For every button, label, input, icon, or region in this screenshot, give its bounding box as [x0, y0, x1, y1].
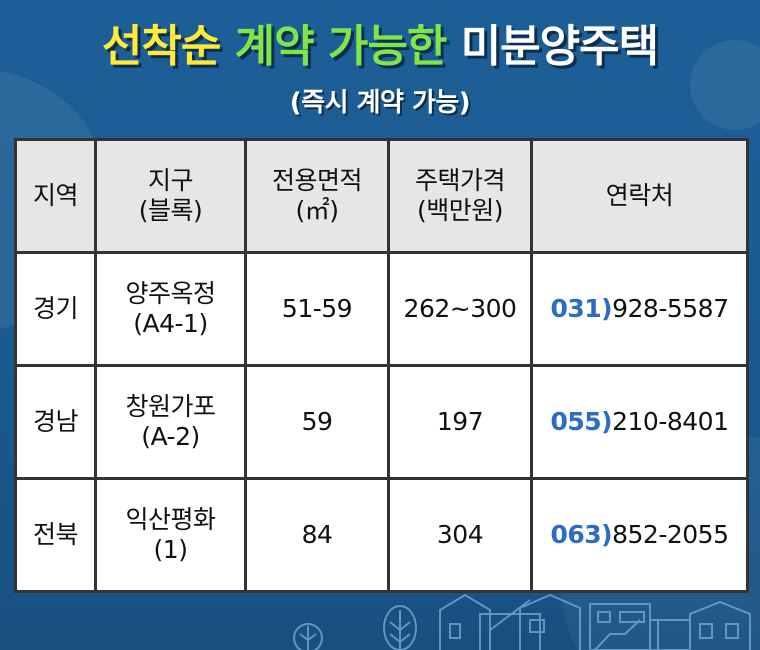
cell-contact: 031)928-5587 [530, 251, 749, 367]
table-row: 전북 익산평화 (1) 84 304 063)852-2055 [14, 477, 749, 593]
houses-illustration [293, 593, 751, 650]
tree-icon [383, 605, 417, 650]
cell-contact: 063)852-2055 [530, 477, 749, 593]
cell-region: 전북 [14, 477, 97, 593]
page-subtitle: (즉시 계약 가능) [289, 88, 471, 118]
title-part-contract-available: 계약 가능한 [234, 21, 448, 72]
cell-area: 51-59 [244, 251, 390, 367]
building-icon [589, 600, 751, 650]
tree-icon [293, 623, 323, 650]
page-title: 선착순 계약 가능한 미분양주택 [0, 18, 760, 76]
header-contact: 연락처 [530, 138, 749, 254]
cell-district: 창원가포 (A-2) [94, 364, 247, 480]
header-region: 지역 [14, 138, 97, 254]
cell-price: 197 [387, 364, 533, 480]
unsold-housing-table: 지역 지구 (블록) 전용면적 (㎡) 주택가격 (백만원) 연락처 경기 양주옥정(… [14, 138, 749, 593]
cell-area: 59 [244, 364, 390, 480]
background-circle-top-right [690, 40, 760, 130]
cell-price: 304 [387, 477, 533, 593]
table-header-row: 지역 지구 (블록) 전용면적 (㎡) 주택가격 (백만원) 연락처 [14, 138, 749, 254]
header-area: 전용면적 (㎡) [244, 138, 390, 254]
header: 선착순 계약 가능한 미분양주택 (즉시 계약 가능) [0, 18, 760, 119]
title-part-first-come: 선착순 [101, 21, 221, 72]
cell-district: 양주옥정 (A4-1) [94, 251, 247, 367]
cell-district: 익산평화 (1) [94, 477, 247, 593]
title-part-unsold-housing: 미분양주택 [460, 21, 659, 72]
header-district: 지구 (블록) [94, 138, 247, 254]
cell-area: 84 [244, 477, 390, 593]
cell-region: 경남 [14, 364, 97, 480]
house-icon [439, 593, 581, 650]
table-row: 경남 창원가포 (A-2) 59 197 055)210-8401 [14, 364, 749, 480]
cell-price: 262~300 [387, 251, 533, 367]
cell-contact: 055)210-8401 [530, 364, 749, 480]
cell-region: 경기 [14, 251, 97, 367]
header-price: 주택가격 (백만원) [387, 138, 533, 254]
table-row: 경기 양주옥정 (A4-1) 51-59 262~300 031)928-5587 [14, 251, 749, 367]
